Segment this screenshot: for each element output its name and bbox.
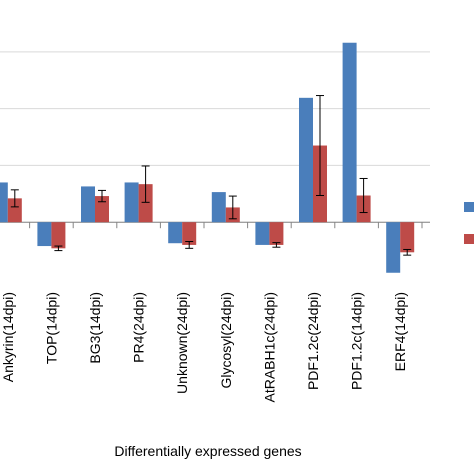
bar: [51, 222, 66, 249]
bar: [386, 222, 401, 273]
bar: [81, 186, 95, 223]
error-bar: [272, 242, 281, 248]
x-tick-label: Glycosyl(24dpi): [218, 292, 234, 388]
bar: [182, 222, 197, 245]
bar: [269, 222, 284, 245]
error-bar: [141, 165, 150, 203]
bar: [299, 97, 313, 223]
x-tick-label: Unknown(24dpi): [174, 292, 190, 394]
error-bar: [10, 189, 19, 208]
error-bar: [98, 189, 106, 203]
bar: [37, 222, 52, 247]
error-bar: [54, 245, 63, 252]
legend-swatch: [464, 234, 474, 244]
error-bar: [359, 177, 368, 214]
legend-swatch: [464, 202, 474, 212]
x-tick-label: BG3(14dpi): [87, 292, 103, 364]
bar: [168, 222, 183, 244]
bar: [138, 184, 153, 223]
bar: [124, 182, 139, 223]
x-tick-label: PR4(24dpi): [131, 292, 147, 363]
bar: [7, 198, 22, 223]
error-bar: [403, 248, 412, 256]
x-axis-label: Differentially expressed genes: [114, 443, 301, 459]
bar: [255, 222, 270, 245]
bar: [211, 192, 226, 223]
error-bar: [185, 241, 194, 249]
x-tick-label: AtRABH1c(24dpi): [261, 292, 277, 403]
error-bar: [316, 95, 324, 197]
bar: [0, 182, 8, 223]
x-tick-label: PDF1.2c(24dpi): [305, 292, 321, 390]
bar: [95, 196, 109, 223]
x-tick-label: Ankyrin(14dpi): [0, 292, 16, 382]
bar: [342, 42, 357, 223]
x-tick-label: ERF4(14dpi): [392, 292, 408, 371]
x-tick-label: PDF1.2c(14dpi): [349, 292, 365, 390]
x-tick-label: TOP(14dpi): [43, 292, 59, 364]
bar: [400, 222, 415, 253]
error-bar: [228, 195, 237, 220]
